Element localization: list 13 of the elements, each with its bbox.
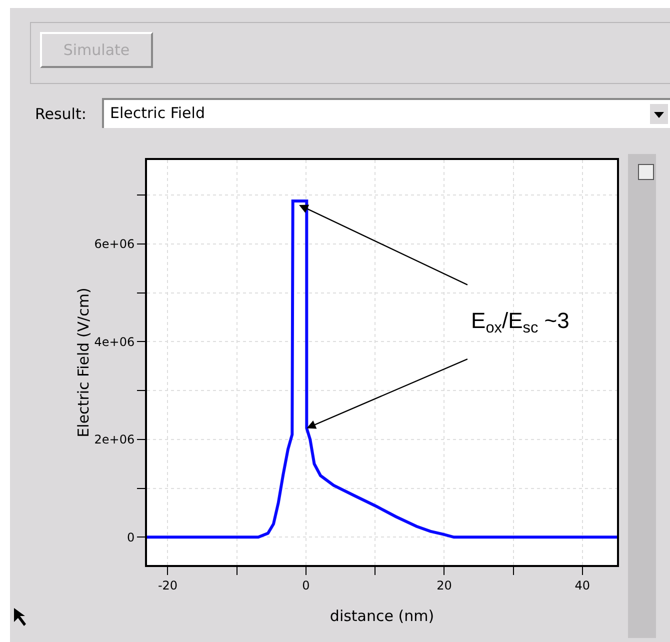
text: Result: (35, 105, 86, 123)
y-axis-title: Electric Field (V/cm) (74, 288, 92, 438)
y-tick-label: 6e+06 (94, 237, 135, 252)
y-tick-label: 0 (126, 530, 135, 544)
y-tick-label: 4e+06 (94, 334, 135, 349)
x-tick-label: 0 (302, 578, 310, 592)
x-tick-label: -20 (158, 578, 178, 592)
annotation: E$_{ox}$/E$_{sc}$ ~3 (471, 308, 570, 337)
y-tick-label: 2e+06 (94, 432, 135, 447)
x-tick-label: 40 (574, 578, 590, 592)
x-tick-label: 20 (436, 578, 452, 592)
x-axis-title: distance (nm) (330, 607, 434, 625)
line-series (147, 200, 617, 539)
